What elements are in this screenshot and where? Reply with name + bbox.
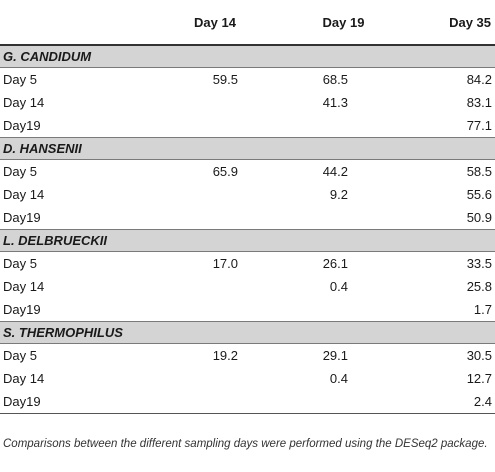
header-day19: Day 19 — [268, 0, 389, 46]
row-label: Day19 — [3, 118, 41, 133]
species-group-row: D. HANSENII — [0, 137, 495, 160]
table-row: Day 5 19.2 29.1 30.5 — [0, 344, 495, 368]
cell-day14 — [152, 298, 268, 322]
table-row: Day19 2.4 — [0, 390, 495, 414]
row-label: Day 5 — [3, 256, 37, 271]
table-header: Day 14 Day 19 Day 35 — [0, 0, 495, 46]
row-label: Day19 — [3, 302, 41, 317]
cell-day19 — [268, 206, 389, 230]
table-row: Day19 50.9 — [0, 206, 495, 230]
header-row: Day 14 Day 19 Day 35 — [0, 0, 495, 46]
cell-day19: 9.2 — [329, 187, 348, 202]
header-day35: Day 35 — [389, 0, 495, 46]
species-name: D. HANSENII — [0, 137, 495, 160]
table-row: Day 5 59.5 68.5 84.2 — [0, 68, 495, 92]
cell-day35: 58.5 — [466, 164, 492, 179]
cell-day14 — [152, 91, 268, 114]
row-label: Day19 — [0, 390, 152, 414]
cell-day14 — [152, 114, 268, 138]
table-row: Day 14 41.3 83.1 — [0, 91, 495, 114]
cell-day35: 55.6 — [466, 187, 492, 202]
cell-day19 — [268, 114, 389, 138]
cell-day35: 30.5 — [466, 348, 492, 363]
row-label: Day19 — [3, 210, 41, 225]
table-footnote: Comparisons between the different sampli… — [3, 438, 488, 450]
table-row: Day19 77.1 — [0, 114, 495, 138]
species-name: G. CANDIDUM — [0, 44, 495, 68]
cell-day19 — [268, 390, 389, 414]
table-row: Day 14 0.4 12.7 — [0, 367, 495, 390]
cell-day14: 65.9 — [212, 164, 238, 179]
cell-day19 — [268, 298, 389, 322]
cell-day35: 33.5 — [466, 256, 492, 271]
cell-day19: 0.4 — [329, 279, 348, 294]
cell-day14 — [152, 183, 268, 206]
header-corner — [0, 0, 152, 46]
cell-day35: 84.2 — [466, 72, 492, 87]
cell-day19: 0.4 — [329, 371, 348, 386]
row-label: Day 5 — [3, 72, 37, 87]
row-label: Day 14 — [3, 279, 45, 294]
cell-day35: 77.1 — [466, 118, 492, 133]
cell-day14 — [152, 367, 268, 390]
species-group-row: L. DELBRUECKII — [0, 229, 495, 252]
row-label: Day 5 — [3, 348, 37, 363]
cell-day35: 83.1 — [466, 95, 492, 110]
header-day14: Day 14 — [152, 0, 268, 46]
row-label: Day 14 — [3, 187, 45, 202]
species-name: S. THERMOPHILUS — [0, 321, 495, 344]
cell-day14 — [152, 275, 268, 298]
table-row: Day 14 9.2 55.6 — [0, 183, 495, 206]
species-group-row: G. CANDIDUM — [0, 44, 495, 68]
cell-day14: 19.2 — [212, 348, 238, 363]
cell-day14: 17.0 — [212, 256, 238, 271]
cell-day35: 25.8 — [466, 279, 492, 294]
cell-day14 — [152, 206, 268, 230]
row-label: Day 5 — [3, 164, 37, 179]
row-label: Day 14 — [3, 95, 45, 110]
species-name: L. DELBRUECKII — [0, 229, 495, 252]
table-row: Day 14 0.4 25.8 — [0, 275, 495, 298]
cell-day19: 68.5 — [322, 72, 348, 87]
table-body: G. CANDIDUM Day 5 59.5 68.5 84.2 Day 14 41.3 83… — [0, 44, 495, 414]
table-row: Day 5 17.0 26.1 33.5 — [0, 252, 495, 276]
cell-day35: 12.7 — [466, 371, 492, 386]
cell-day14 — [152, 390, 268, 414]
row-label: Day 14 — [3, 371, 45, 386]
species-group-row: S. THERMOPHILUS — [0, 321, 495, 344]
cell-day19: 41.3 — [322, 95, 348, 110]
cell-day19: 44.2 — [322, 164, 348, 179]
cell-day19: 29.1 — [322, 348, 348, 363]
comparison-table-container: Day 14 Day 19 Day 35 G. CANDIDUM Day 5 59.… — [0, 0, 495, 414]
comparison-table: Day 14 Day 19 Day 35 G. CANDIDUM Day 5 59.… — [0, 0, 495, 414]
table-row: Day 5 65.9 44.2 58.5 — [0, 160, 495, 184]
table-row: Day19 1.7 — [0, 298, 495, 322]
cell-day35: 50.9 — [466, 210, 492, 225]
cell-day14: 59.5 — [212, 72, 238, 87]
cell-day19: 26.1 — [322, 256, 348, 271]
cell-day35: 1.7 — [473, 302, 492, 317]
cell-day35: 2.4 — [389, 390, 495, 414]
